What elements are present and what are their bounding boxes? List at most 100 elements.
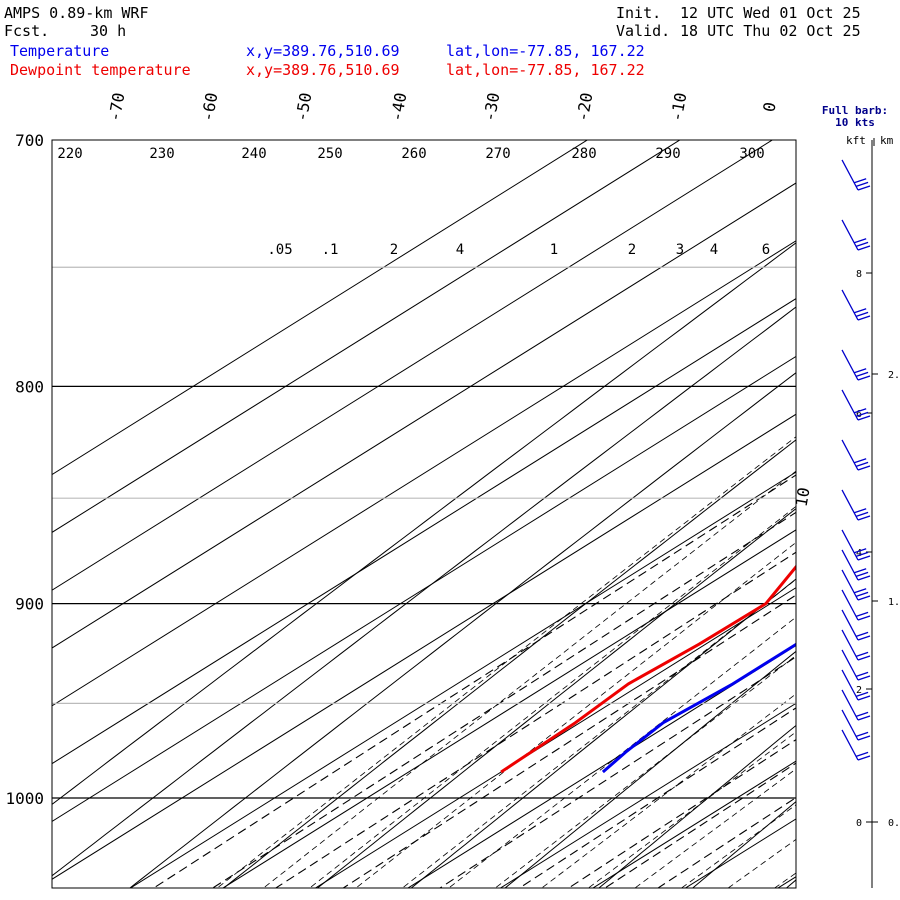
- mixing-ratio-label: .1: [322, 242, 339, 258]
- theta-label: 270: [485, 146, 510, 162]
- wind-barb-flag: [857, 315, 871, 321]
- valid-label: Valid.: [616, 22, 671, 40]
- moist-adiabat-line: [262, 470, 796, 888]
- moist-adiabat-line: [889, 87, 900, 900]
- dry-adiabat-line: [691, 800, 796, 888]
- barb-legend-speed: 10 kts: [835, 116, 875, 129]
- dry-adiabat-line: [52, 242, 796, 806]
- moist-adiabat-line: [541, 693, 796, 888]
- wind-barb-staff: [841, 439, 859, 471]
- mixing-ratio-label: 2: [390, 242, 398, 258]
- wind-barb-staff: [841, 489, 859, 521]
- mixing-ratio-label: 4: [456, 242, 464, 258]
- wind-barb-flag: [853, 368, 867, 374]
- wind-barb-flag: [855, 611, 869, 618]
- wind-barb-flag: [857, 635, 871, 641]
- isotherm-tick-label: -70: [105, 91, 129, 123]
- mixing-ratio-label: 3: [676, 242, 684, 258]
- dry-adiabat-line: [598, 724, 796, 888]
- theta-label: 290: [655, 146, 680, 162]
- legend-dewpoint-latlon: lat,lon=-77.85, 167.22: [446, 61, 645, 79]
- wind-barb-flag: [853, 178, 867, 184]
- wind-barb-flag: [857, 735, 871, 741]
- isotherm-tick-label: -60: [198, 91, 222, 123]
- km-tick-label: 0.: [888, 818, 900, 829]
- forecast-hour: 30 h: [90, 22, 127, 40]
- wind-barb-flag: [857, 715, 871, 721]
- dewpoint-profile-line: [500, 564, 796, 774]
- temperature-profile-line: [601, 642, 796, 774]
- wind-barb-staff: [841, 669, 859, 701]
- isotherm-line: [592, 760, 796, 888]
- theta-label: 220: [57, 146, 82, 162]
- moist-adiabat-line: [680, 804, 796, 888]
- wind-barb-flag: [855, 671, 869, 678]
- theta-label: 240: [241, 146, 266, 162]
- theta-label: 230: [149, 146, 174, 162]
- wind-barb-flag: [855, 511, 869, 518]
- wind-barb-flag: [855, 751, 869, 758]
- wind-barb-flag: [855, 631, 869, 638]
- isotherm-line: [407, 644, 796, 888]
- isotherm-line: [52, 140, 774, 591]
- dry-adiabat-line: [860, 87, 900, 900]
- wind-barb-flag: [853, 588, 867, 594]
- wind-barb-flag: [853, 568, 867, 574]
- theta-label: 300: [739, 146, 764, 162]
- forecast-label: Fcst.: [4, 22, 50, 40]
- kft-unit-label: kft: [846, 134, 866, 147]
- isotherm-line: [222, 529, 796, 888]
- dry-adiabat-line: [504, 650, 796, 888]
- moist-adiabat-line: [309, 505, 796, 888]
- wind-barb-flag: [855, 551, 869, 558]
- wind-barb-flag: [857, 655, 871, 661]
- moist-adiabat-line: [401, 578, 796, 888]
- wind-barb-staff: [841, 349, 859, 381]
- wind-barb-staff: [841, 289, 859, 321]
- isotherm-line: [684, 818, 796, 888]
- pressure-tick-label: 1000: [5, 789, 44, 808]
- isotherm-line: [52, 140, 681, 533]
- wind-barb-flag: [857, 595, 871, 601]
- wind-barb-flag: [853, 548, 867, 554]
- pressure-tick-label: 800: [15, 377, 44, 396]
- wind-barb-flag: [857, 675, 871, 681]
- wind-barb-staff: [841, 219, 859, 251]
- init-time: 12 UTC Wed 01 Oct 25: [680, 4, 861, 22]
- wind-barb-flag: [857, 615, 871, 621]
- wind-barb-flag: [857, 555, 871, 561]
- moist-adiabat-line: [355, 541, 796, 888]
- isotherm-tick-label: 0: [759, 101, 779, 114]
- isotherm-line: [52, 355, 796, 823]
- mixing-ratio-label: 2: [628, 242, 636, 258]
- isotherm-tick-label: 10: [792, 486, 814, 508]
- dry-adiabat-line: [52, 306, 796, 877]
- wind-barb-staff: [841, 589, 859, 621]
- wind-barb-flag: [855, 371, 869, 378]
- wind-barb-staff: [841, 709, 859, 741]
- wind-barb-flag: [857, 515, 871, 521]
- dry-adiabat-line: [410, 578, 796, 888]
- dry-adiabat-line: [785, 879, 796, 888]
- isotherm-line: [52, 240, 796, 707]
- theta-label: 260: [401, 146, 426, 162]
- kft-tick-label: 0: [856, 818, 862, 829]
- wind-barb-flag: [857, 755, 871, 761]
- isotherm-line: [52, 413, 796, 880]
- wind-barb-flag: [853, 408, 867, 414]
- mixing-ratio-line: [274, 551, 796, 888]
- mixing-ratio-line: [342, 594, 796, 888]
- wind-barb-flag: [857, 695, 871, 701]
- wind-barb-flag: [855, 241, 869, 248]
- isotherm-tick-label: -20: [573, 91, 597, 123]
- wind-barb-flag: [853, 308, 867, 314]
- km-tick-label: 1.: [888, 597, 900, 608]
- wind-barb-staff: [841, 569, 859, 601]
- wind-barb-flag: [853, 508, 867, 514]
- wind-barb-flag: [855, 651, 869, 658]
- wind-barb-flag: [855, 461, 869, 468]
- isotherm-line: [129, 471, 796, 888]
- isotherm-tick-label: -50: [292, 91, 316, 123]
- isotherm-tick-label: -40: [387, 91, 411, 123]
- kft-tick-label: 6: [856, 409, 862, 420]
